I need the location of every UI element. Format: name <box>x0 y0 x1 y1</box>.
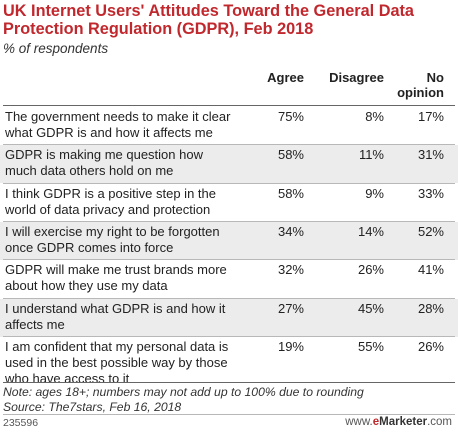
table-row: GDPR is making me question how much data… <box>0 145 458 184</box>
column-header-no-opinion: No opinion <box>397 70 444 100</box>
brand-prefix: www. <box>345 416 373 428</box>
row-value: 32% <box>277 262 304 278</box>
row-label: GDPR will make me trust brands more abou… <box>5 262 227 294</box>
row-divider <box>3 144 455 146</box>
row-value: 34% <box>277 223 304 239</box>
row-label: I understand what GDPR is and how it aff… <box>5 300 226 332</box>
table-bottom-divider <box>3 382 455 383</box>
footer-divider <box>3 414 455 415</box>
chart-title: UK Internet Users' Attitudes Toward the … <box>3 2 414 38</box>
row-value: 11% <box>358 147 384 163</box>
row-divider <box>3 297 455 299</box>
row-divider <box>3 220 455 222</box>
row-value: 8% <box>365 109 384 124</box>
row-value: 26% <box>357 262 384 278</box>
row-value: 55% <box>357 338 384 354</box>
row-value: 9% <box>365 185 384 201</box>
row-value: 14% <box>357 223 384 239</box>
row-label: I think GDPR is a positive step in the w… <box>5 185 216 217</box>
column-header-agree: Agree <box>267 70 304 85</box>
row-value: 52% <box>417 223 444 239</box>
row-value: 28% <box>417 300 444 316</box>
row-value: 45% <box>357 300 384 316</box>
row-divider <box>3 182 455 184</box>
row-value: 75% <box>277 109 304 124</box>
row-value: 33% <box>417 185 444 201</box>
table-row: GDPR will make me trust brands more abou… <box>0 260 458 298</box>
row-value: 17% <box>417 109 444 124</box>
row-value: 19% <box>277 338 304 354</box>
table-row: I am confident that my personal data is … <box>0 337 458 386</box>
chart-note: Note: ages 18+; numbers may not add up t… <box>3 385 455 415</box>
chart-id: 235596 <box>3 417 39 429</box>
row-value: 31% <box>417 147 444 163</box>
row-value: 58% <box>277 147 304 163</box>
row-value: 27% <box>277 300 304 316</box>
row-value: 58% <box>277 185 304 201</box>
brand-logo: www.eMarketer.com <box>345 416 452 428</box>
brand-name: Marketer <box>379 416 428 428</box>
row-divider <box>3 335 455 337</box>
row-label: The government needs to make it clear wh… <box>5 109 231 140</box>
table-row: I will exercise my right to be forgotten… <box>0 221 458 260</box>
row-label: GDPR is making me question how much data… <box>5 147 203 179</box>
table-row: The government needs to make it clear wh… <box>0 107 458 145</box>
header-divider <box>3 105 455 106</box>
chart-subtitle: % of respondents <box>3 41 109 56</box>
row-value: 41% <box>417 262 444 278</box>
row-divider <box>3 259 455 261</box>
brand-e: e <box>372 416 380 428</box>
source-text: Source: The7stars, Feb 16, 2018 <box>3 400 182 414</box>
note-text: Note: ages 18+; numbers may not add up t… <box>3 385 364 399</box>
row-label: I am confident that my personal data is … <box>5 338 229 386</box>
column-header-disagree: Disagree <box>329 70 384 85</box>
row-value: 26% <box>417 338 444 354</box>
brand-suffix: .com <box>427 416 452 428</box>
row-label: I will exercise my right to be forgotten… <box>5 223 220 255</box>
table-row: I think GDPR is a positive step in the w… <box>0 184 458 222</box>
table-row: I understand what GDPR is and how it aff… <box>0 298 458 337</box>
